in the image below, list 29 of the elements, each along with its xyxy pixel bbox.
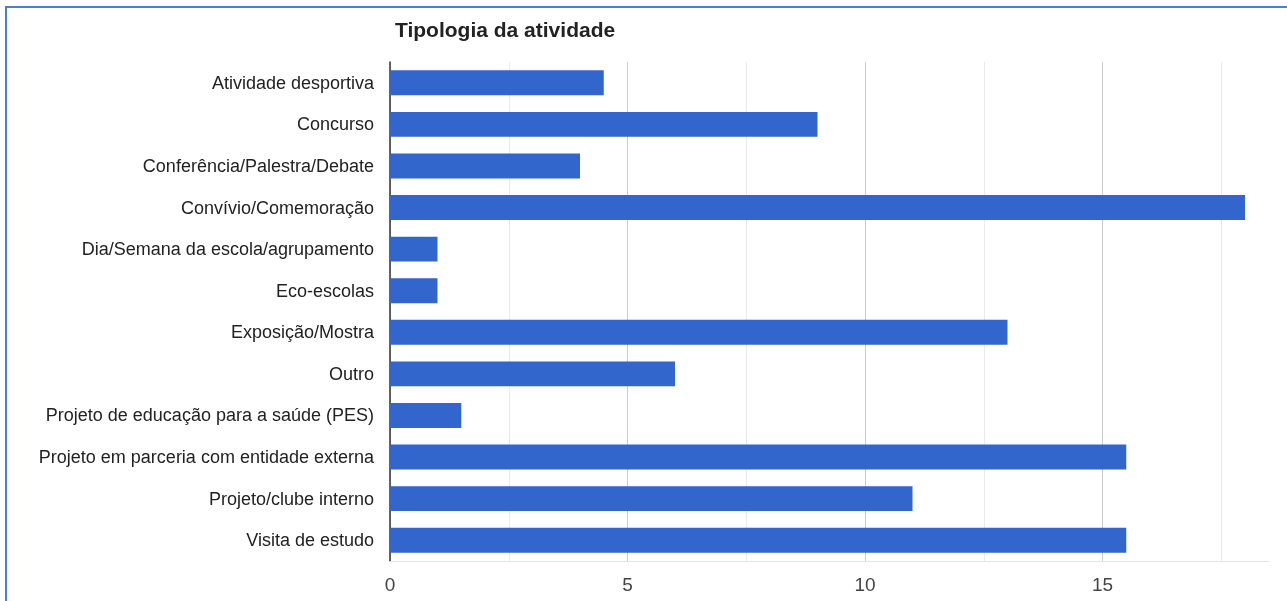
y-tick-label: Concurso xyxy=(296,114,374,135)
bar xyxy=(390,319,1008,345)
bar xyxy=(390,153,580,179)
y-tick-label: Atividade desportiva xyxy=(211,72,375,93)
y-tick-label: Exposição/Mostra xyxy=(230,322,375,343)
bar xyxy=(390,111,818,137)
y-tick-label: Dia/Semana da escola/agrupamento xyxy=(81,239,374,260)
bar xyxy=(390,444,1127,470)
bar xyxy=(390,361,675,387)
bar xyxy=(390,236,438,262)
y-tick-label: Convívio/Comemoração xyxy=(180,197,374,218)
bar xyxy=(390,527,1127,553)
bar xyxy=(390,486,913,512)
bar xyxy=(390,278,438,304)
bar xyxy=(390,195,1245,221)
x-tick-label: 15 xyxy=(1091,574,1114,595)
y-tick-label: Outro xyxy=(328,363,374,384)
x-tick-label: 5 xyxy=(622,574,633,595)
x-tick-label: 0 xyxy=(384,574,396,595)
bar xyxy=(390,70,604,96)
x-tick-label: 10 xyxy=(854,574,876,595)
y-tick-label: Conferência/Palestra/Debate xyxy=(142,155,374,176)
bar xyxy=(390,402,462,428)
y-tick-label: Projeto de educação para a saúde (PES) xyxy=(45,405,374,426)
y-tick-label: Projeto em parceria com entidade externa xyxy=(38,447,375,468)
y-tick-label: Projeto/clube interno xyxy=(208,488,374,509)
chart-title: Tipologia da atividade xyxy=(395,18,616,41)
y-tick-label: Eco-escolas xyxy=(275,280,374,301)
y-tick-label: Visita de estudo xyxy=(246,530,374,551)
